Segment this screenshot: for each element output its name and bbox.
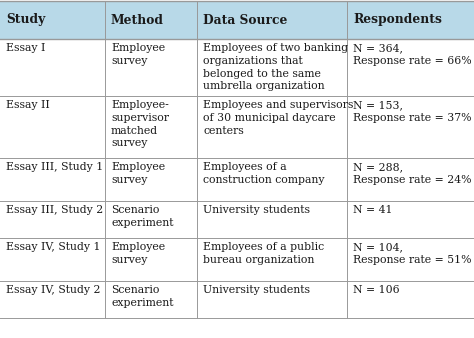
Text: Employee
survey: Employee survey: [111, 242, 165, 265]
Bar: [0, 158, 474, 201]
Text: N = 104,
Response rate = 51%: N = 104, Response rate = 51%: [353, 242, 472, 265]
Text: Essay IV, Study 2: Essay IV, Study 2: [6, 285, 100, 295]
Bar: [0, 201, 474, 238]
Text: N = 364,
Response rate = 66%: N = 364, Response rate = 66%: [353, 43, 472, 66]
Text: N = 41: N = 41: [353, 205, 392, 215]
Text: N = 106: N = 106: [353, 285, 400, 295]
Text: N = 153,
Response rate = 37%: N = 153, Response rate = 37%: [353, 100, 472, 123]
Text: Respondents: Respondents: [353, 14, 442, 26]
Text: Employees and supervisors
of 30 municipal daycare
centers: Employees and supervisors of 30 municipa…: [203, 100, 354, 136]
Text: Method: Method: [111, 14, 164, 26]
Text: Essay III, Study 2: Essay III, Study 2: [6, 205, 103, 215]
Text: University students: University students: [203, 205, 310, 215]
Text: Essay II: Essay II: [6, 100, 50, 110]
Bar: [0, 96, 474, 158]
Text: Employees of a
construction company: Employees of a construction company: [203, 162, 325, 185]
Bar: [0, 281, 474, 318]
Text: Employees of two banking
organizations that
belonged to the same
umbrella organi: Employees of two banking organizations t…: [203, 43, 348, 91]
Text: Essay I: Essay I: [6, 43, 46, 53]
Text: Employee-
supervisor
matched
survey: Employee- supervisor matched survey: [111, 100, 169, 148]
Text: Essay III, Study 1: Essay III, Study 1: [6, 162, 103, 172]
Bar: [0, 1, 474, 39]
Bar: [0, 39, 474, 96]
Text: Employees of a public
bureau organization: Employees of a public bureau organizatio…: [203, 242, 324, 265]
Text: Essay IV, Study 1: Essay IV, Study 1: [6, 242, 100, 252]
Text: Data Source: Data Source: [203, 14, 287, 26]
Text: Scenario
experiment: Scenario experiment: [111, 285, 173, 308]
Bar: [0, 238, 474, 281]
Text: Scenario
experiment: Scenario experiment: [111, 205, 173, 228]
Text: Employee
survey: Employee survey: [111, 162, 165, 185]
Text: Study: Study: [6, 14, 45, 26]
Text: Employee
survey: Employee survey: [111, 43, 165, 66]
Text: N = 288,
Response rate = 24%: N = 288, Response rate = 24%: [353, 162, 472, 185]
Text: University students: University students: [203, 285, 310, 295]
